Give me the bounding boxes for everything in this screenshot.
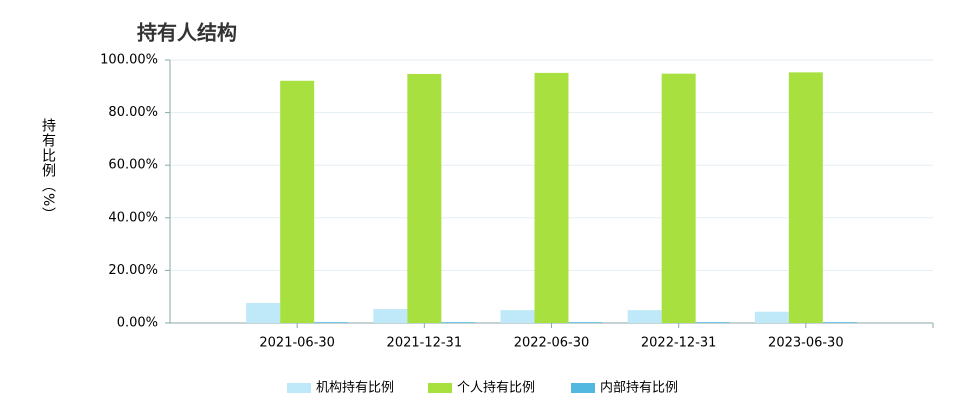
y-tick-label: 20.00% [108, 263, 158, 278]
bar [788, 72, 823, 324]
bar [568, 322, 603, 323]
bar [695, 322, 730, 323]
y-axis-label: 持有比例（%） [40, 118, 56, 223]
bar [280, 80, 315, 323]
bar [246, 303, 281, 323]
legend-swatch [571, 383, 595, 393]
bar [534, 72, 569, 324]
legend-swatch [287, 383, 311, 393]
legend-label: 机构持有比例 [316, 381, 394, 396]
x-tick-label: 2021-12-31 [387, 336, 463, 351]
legend-swatch [428, 383, 452, 393]
bar [661, 73, 696, 324]
legend-label: 内部持有比例 [600, 380, 678, 396]
y-tick-label: 80.00% [108, 105, 158, 120]
y-tick-label: 0.00% [117, 316, 158, 331]
bar [407, 73, 442, 324]
y-tick-label: 60.00% [108, 158, 158, 173]
chart-title: 持有人结构 [137, 21, 237, 45]
bar [754, 311, 789, 323]
x-tick-label: 2021-06-30 [259, 336, 335, 351]
bar [373, 309, 408, 323]
bar [314, 322, 349, 323]
legend-label: 个人持有比例 [457, 381, 535, 396]
bar [441, 322, 476, 323]
y-tick-label: 100.00% [100, 53, 158, 68]
x-tick-label: 2023-06-30 [768, 336, 844, 351]
x-tick-label: 2022-06-30 [514, 336, 590, 351]
y-tick-label: 40.00% [108, 210, 158, 225]
bar [500, 310, 535, 323]
x-tick-label: 2022-12-31 [641, 336, 717, 351]
bar [822, 322, 857, 323]
bar [627, 310, 662, 323]
